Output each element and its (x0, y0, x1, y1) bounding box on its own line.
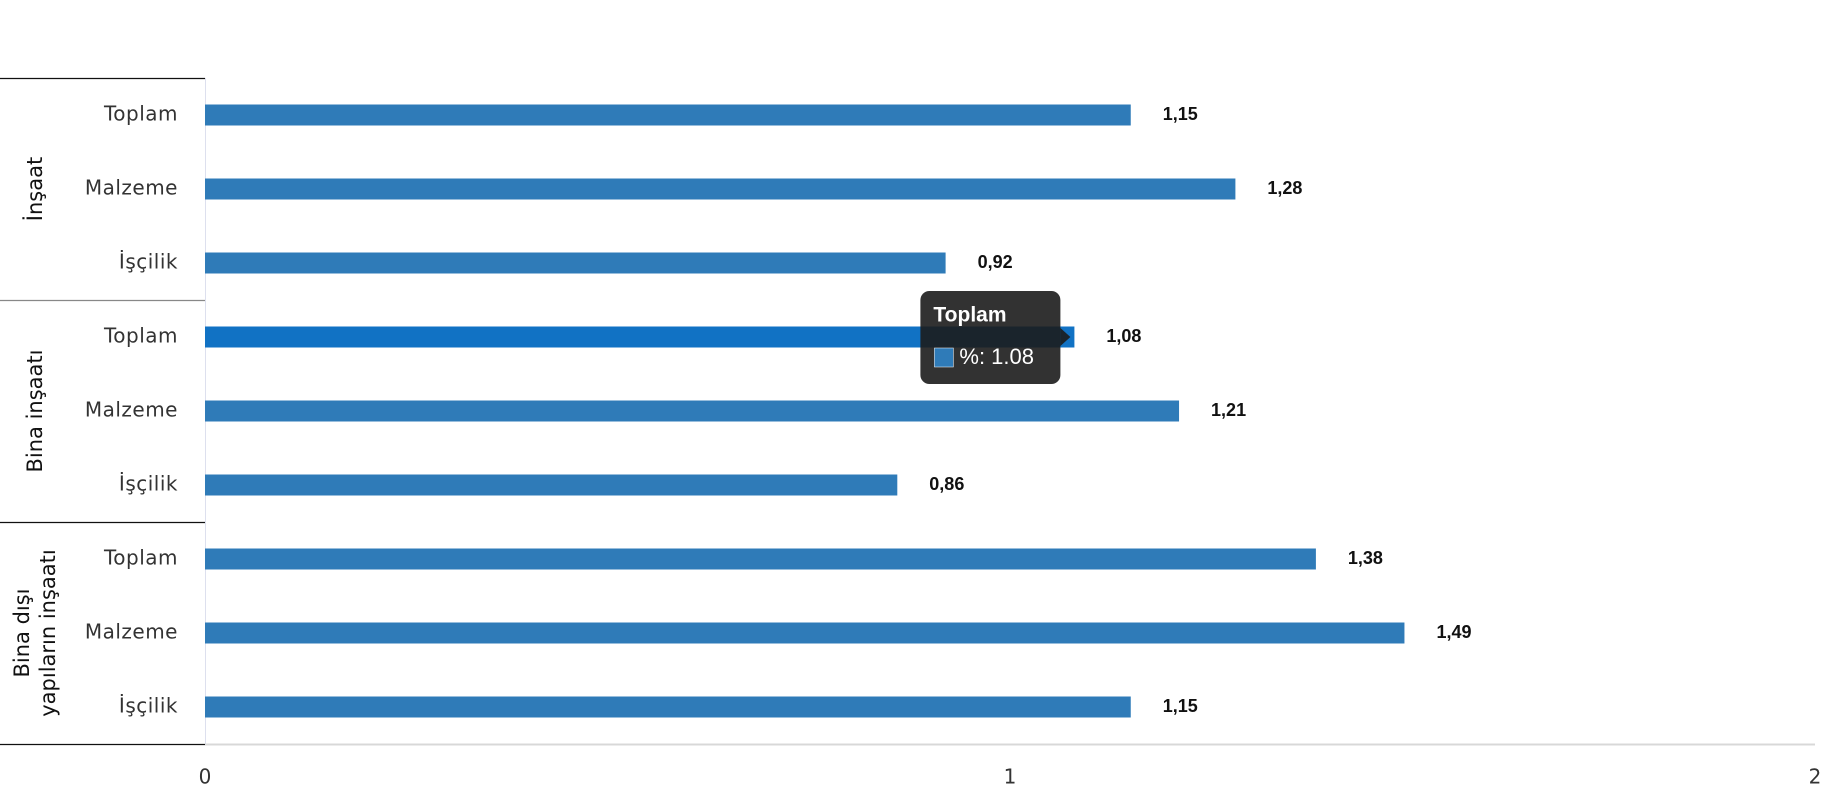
bar (205, 548, 1316, 570)
value-label: 1,38 (1348, 548, 1383, 568)
category-label: İşçilik (119, 250, 178, 274)
value-label: 1,15 (1163, 104, 1198, 124)
bar (205, 696, 1131, 718)
category-label: Toplam (103, 546, 178, 570)
value-label: 0,92 (978, 252, 1013, 272)
tooltip-text: %: 1.08 (959, 344, 1034, 369)
bar (205, 326, 1075, 348)
bar (205, 104, 1131, 126)
value-label: 1,15 (1163, 696, 1198, 716)
value-label: 0,86 (929, 474, 964, 494)
x-tick-label: 1 (1004, 765, 1017, 789)
tooltip-swatch (934, 347, 954, 368)
x-tick-label: 0 (199, 765, 212, 789)
value-label: 1,21 (1211, 400, 1246, 420)
value-label: 1,08 (1106, 326, 1141, 346)
category-label: Toplam (103, 324, 178, 348)
category-label: Malzeme (85, 398, 178, 422)
bar (205, 474, 898, 496)
tooltip-arrow (1060, 328, 1071, 346)
tooltip-title: Toplam (933, 304, 1006, 327)
category-label: Malzeme (85, 176, 178, 200)
category-label: İşçilik (119, 694, 178, 718)
value-label: 1,49 (1436, 622, 1471, 642)
value-label: 1,28 (1267, 178, 1302, 198)
bar (205, 400, 1180, 422)
bar (205, 252, 946, 274)
category-label: Malzeme (85, 620, 178, 644)
x-tick-label: 2 (1809, 765, 1822, 789)
tooltip-box (920, 291, 1061, 384)
category-label: Toplam (103, 102, 178, 126)
group-label: İnşaat (23, 156, 47, 222)
bar (205, 622, 1405, 644)
bar (205, 178, 1236, 200)
category-label: İşçilik (119, 472, 178, 496)
group-label: Bina dışı yapıların inşaatı (10, 549, 60, 717)
group-label: Bina inşaatı (23, 349, 47, 473)
tooltip: Toplam %: 1.08 (920, 291, 1071, 384)
